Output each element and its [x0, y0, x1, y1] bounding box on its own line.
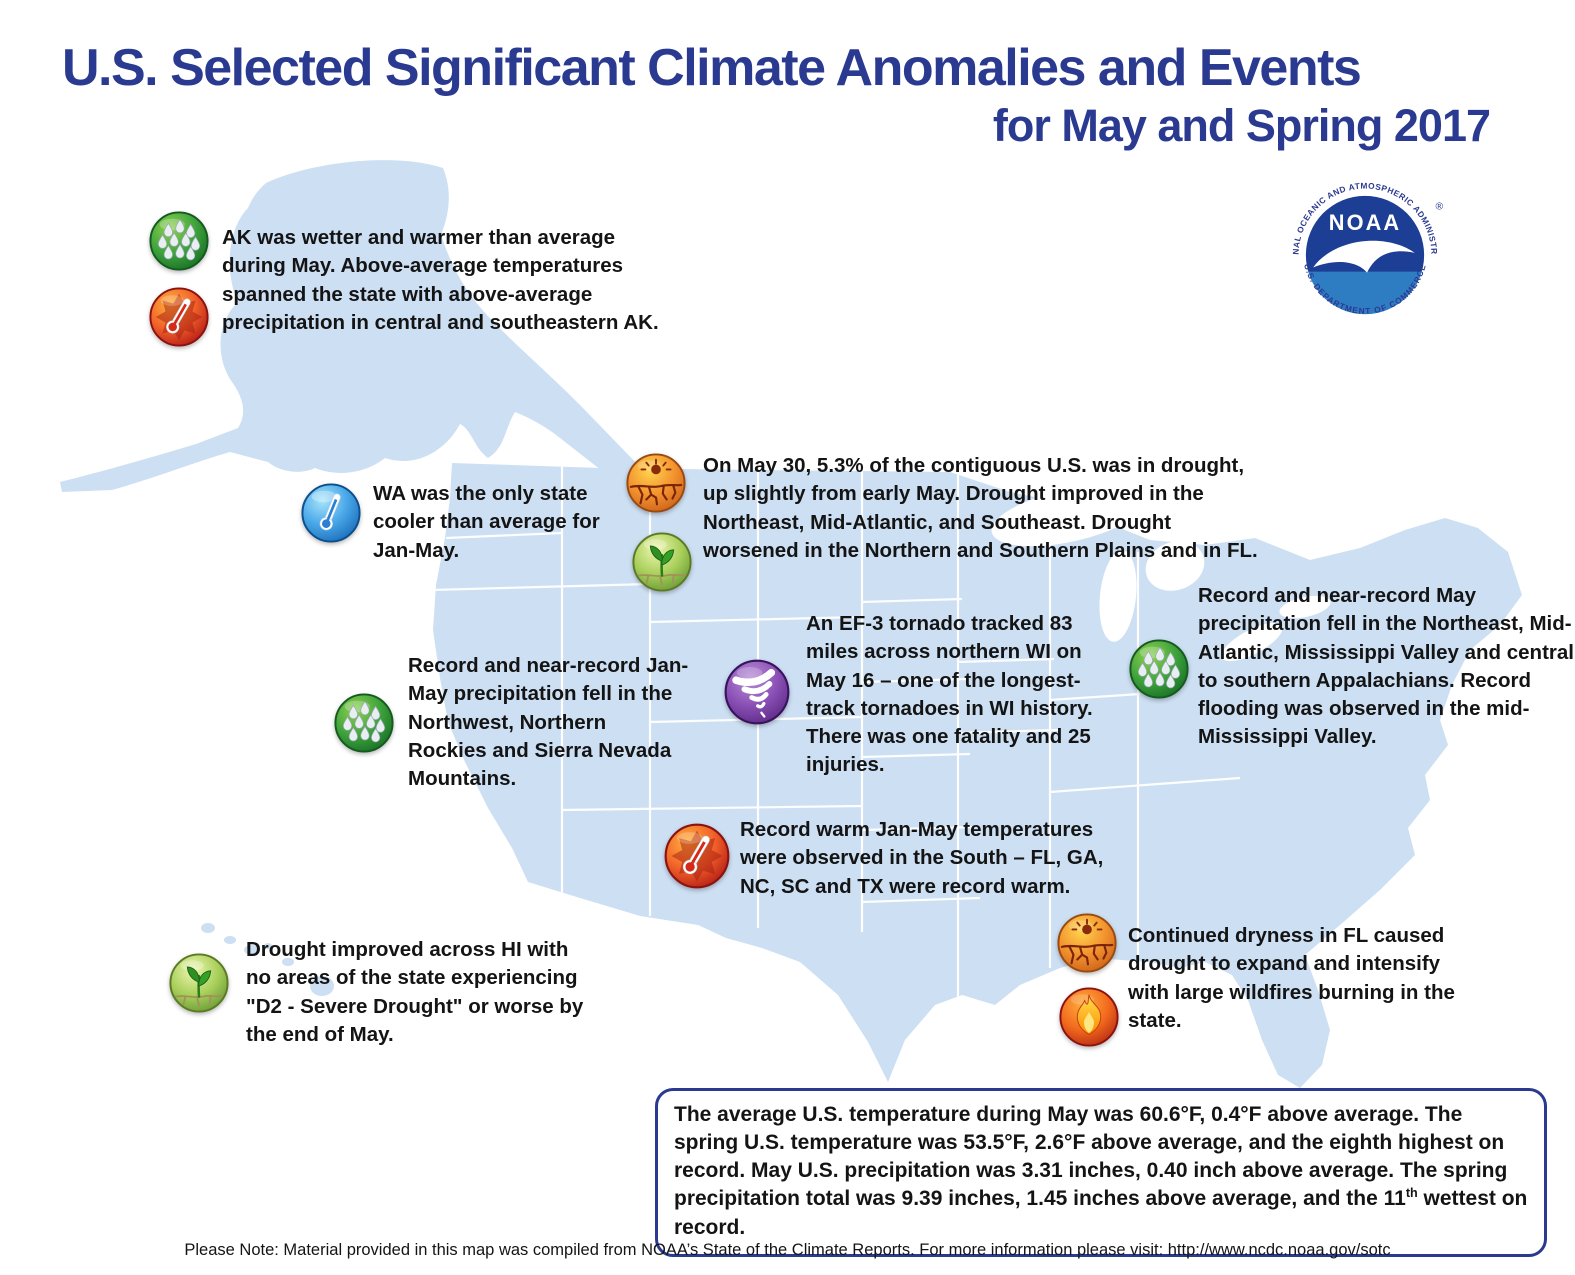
rain-icon — [148, 210, 210, 272]
footer-note: Please Note: Material provided in this m… — [184, 1241, 1391, 1259]
summary-text: The average U.S. temperature during May … — [674, 1103, 1508, 1211]
drought-icon — [625, 452, 687, 514]
annotation-south-record-warm: Record warm Jan-May temperatures were ob… — [740, 818, 1104, 898]
registered-mark: ® — [1436, 201, 1444, 212]
map-great-lakes — [991, 485, 1331, 662]
map-state-lines — [433, 463, 1241, 1002]
tornado-icon — [723, 658, 791, 726]
hot-thermometer-icon — [663, 822, 731, 890]
summary-ordinal-suffix: th — [1405, 1186, 1418, 1201]
noaa-acronym: NOAA — [1329, 210, 1401, 235]
summary-box: The average U.S. temperature during May … — [655, 1088, 1547, 1257]
map-hawaii — [201, 923, 334, 996]
map-contiguous-us — [433, 463, 1522, 1088]
annotation-florida-drought-fire: Continued dryness in FL caused drought t… — [1128, 924, 1455, 1032]
annotation-national-drought: On May 30, 5.3% of the contiguous U.S. w… — [703, 454, 1258, 562]
noaa-gull-icon — [1313, 240, 1415, 273]
annotation-hawaii-drought: Drought improved across HI with no areas… — [246, 938, 584, 1046]
header: U.S. Selected Significant Climate Anomal… — [62, 38, 1491, 152]
rain-icon — [1128, 638, 1190, 700]
page-title: U.S. Selected Significant Climate Anomal… — [62, 39, 1362, 97]
annotation-northwest-precipitation: Record and near-record Jan-May precipita… — [408, 654, 689, 791]
sprout-icon — [631, 531, 693, 593]
cold-thermometer-icon — [300, 482, 362, 544]
annotation-wisconsin-tornado: An EF-3 tornado tracked 83 miles across … — [806, 612, 1093, 777]
noaa-logo: NOAA NATIONAL OCEANIC AND ATMOSPHERIC AD… — [1279, 164, 1448, 338]
sprout-icon — [168, 952, 230, 1014]
annotation-washington: WA was the only state cooler than averag… — [373, 482, 600, 562]
summary-text-end: wettest on record. — [674, 1187, 1528, 1239]
annotation-northeast-precipitation: Record and near-record May precipitation… — [1198, 584, 1574, 749]
hot-thermometer-icon — [148, 286, 210, 348]
map-alaska — [60, 160, 645, 493]
rain-icon — [333, 692, 395, 754]
fire-icon — [1058, 986, 1120, 1048]
annotation-alaska: AK was wetter and warmer than average du… — [222, 226, 659, 334]
drought-icon — [1056, 912, 1118, 974]
page-subtitle: for May and Spring 2017 — [992, 100, 1491, 151]
